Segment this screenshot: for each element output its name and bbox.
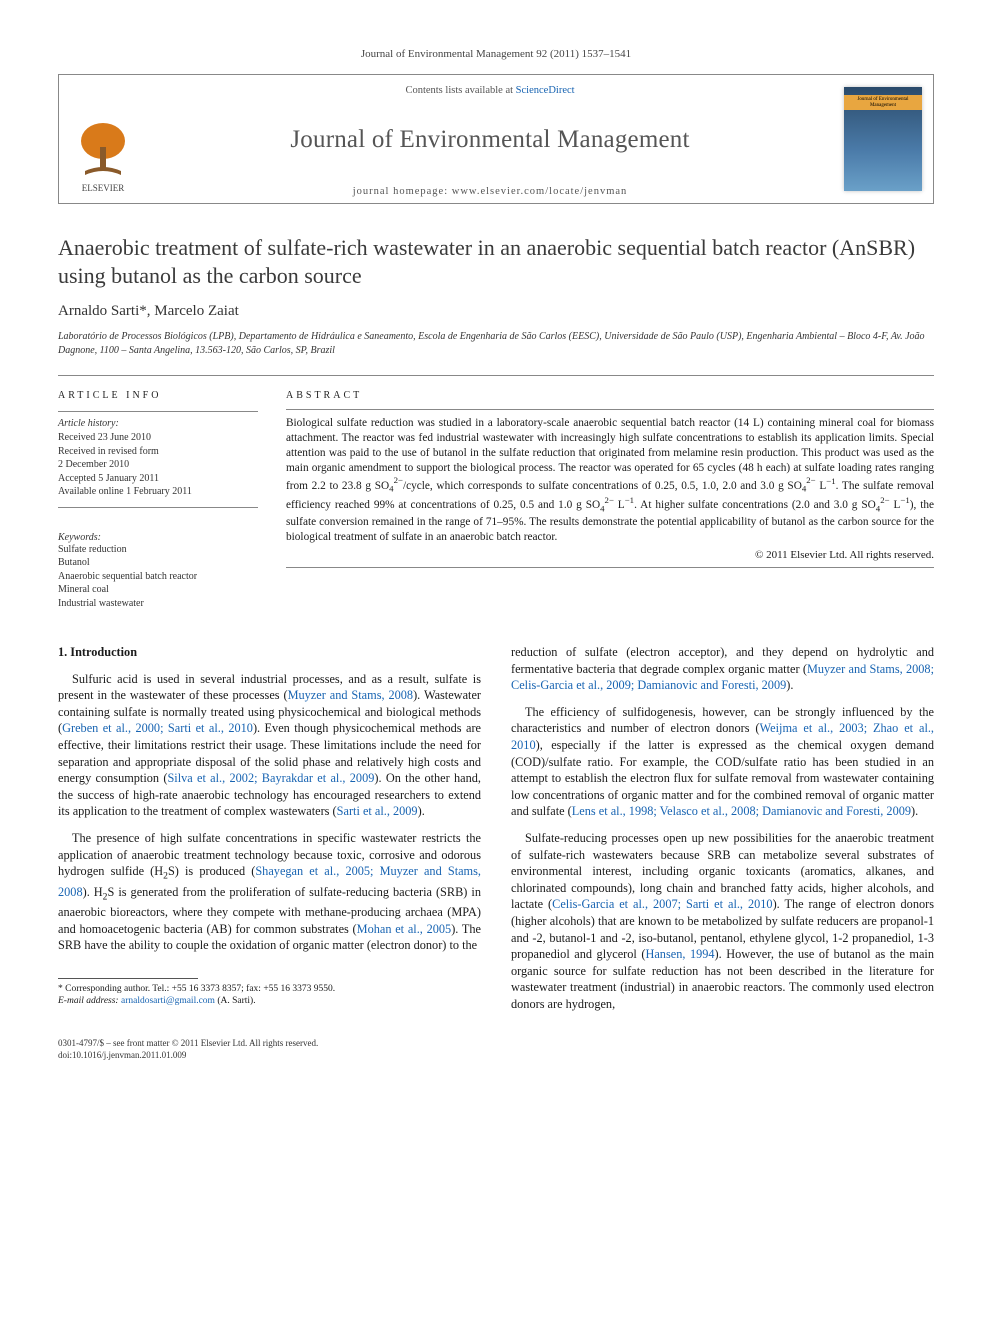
abstract-text-7: L bbox=[890, 499, 901, 511]
journal-name: Journal of Environmental Management bbox=[155, 126, 825, 154]
corresponding-author-footnote: * Corresponding author. Tel.: +55 16 337… bbox=[58, 983, 481, 995]
body-paragraph: reduction of sulfate (electron acceptor)… bbox=[511, 644, 934, 694]
email-footnote: E-mail address: arnaldosarti@gmail.com (… bbox=[58, 995, 481, 1007]
citation-link[interactable]: Celis-Garcia et al., 2007; Sarti et al.,… bbox=[552, 897, 772, 911]
cover-thumb-cell: Journal of Environmental Management bbox=[833, 75, 933, 203]
page-footer: 0301-4797/$ – see front matter © 2011 El… bbox=[58, 1038, 934, 1061]
section-heading: 1. Introduction bbox=[58, 644, 481, 661]
article-title: Anaerobic treatment of sulfate-rich wast… bbox=[58, 234, 934, 289]
body-columns: 1. Introduction Sulfuric acid is used in… bbox=[58, 644, 934, 1022]
abstract-text-6: . At higher sulfate concentrations (2.0 … bbox=[634, 499, 876, 511]
citation-link[interactable]: Hansen, 1994 bbox=[645, 947, 714, 961]
top-rule bbox=[58, 375, 934, 376]
body-text: ). bbox=[418, 804, 425, 818]
header-center: Contents lists available at ScienceDirec… bbox=[147, 75, 833, 203]
keyword-item: Sulfate reduction bbox=[58, 543, 258, 557]
contents-prefix: Contents lists available at bbox=[405, 85, 515, 96]
cover-band-label: Journal of Environmental Management bbox=[844, 95, 922, 110]
email-suffix: (A. Sarti). bbox=[215, 996, 256, 1006]
citation-link[interactable]: Sarti et al., 2009 bbox=[337, 804, 418, 818]
contents-available-line: Contents lists available at ScienceDirec… bbox=[155, 85, 825, 96]
left-column: 1. Introduction Sulfuric acid is used in… bbox=[58, 644, 481, 1022]
ai-rule-2 bbox=[58, 507, 258, 508]
history-online: Available online 1 February 2011 bbox=[58, 485, 258, 499]
journal-home-prefix: journal homepage: bbox=[353, 186, 452, 197]
article-info-heading: ARTICLE INFO bbox=[58, 390, 258, 401]
publisher-logo-cell: ELSEVIER bbox=[59, 75, 147, 203]
abstract-text-3: L bbox=[816, 479, 827, 491]
so4-unit: 42− bbox=[802, 479, 816, 491]
body-text: ). H bbox=[83, 885, 103, 899]
article-info-block: ARTICLE INFO Article history: Received 2… bbox=[58, 390, 258, 610]
footer-line-1: 0301-4797/$ – see front matter © 2011 El… bbox=[58, 1038, 934, 1050]
email-label: E-mail address: bbox=[58, 996, 121, 1006]
history-received: Received 23 June 2010 bbox=[58, 431, 258, 445]
journal-page: Journal of Environmental Management 92 (… bbox=[0, 0, 992, 1102]
keyword-item: Butanol bbox=[58, 556, 258, 570]
authors-text: Arnaldo Sarti*, Marcelo Zaiat bbox=[58, 303, 239, 319]
body-paragraph: Sulfate-reducing processes open up new p… bbox=[511, 830, 934, 1013]
ab-bottom-rule bbox=[286, 567, 934, 568]
sciencedirect-link[interactable]: ScienceDirect bbox=[516, 85, 575, 96]
citation-link[interactable]: Silva et al., 2002; Bayrakdar et al., 20… bbox=[167, 771, 374, 785]
journal-cover-thumbnail-icon: Journal of Environmental Management bbox=[844, 87, 922, 191]
abstract-block: ABSTRACT Biological sulfate reduction wa… bbox=[286, 390, 934, 610]
body-paragraph: Sulfuric acid is used in several industr… bbox=[58, 671, 481, 820]
journal-homepage-line: journal homepage: www.elsevier.com/locat… bbox=[155, 186, 825, 197]
keyword-item: Industrial wastewater bbox=[58, 597, 258, 611]
citation-link[interactable]: Muyzer and Stams, 2008 bbox=[288, 688, 414, 702]
keyword-item: Anaerobic sequential batch reactor bbox=[58, 570, 258, 584]
author-email-link[interactable]: arnaldosarti@gmail.com bbox=[121, 996, 215, 1006]
article-history-heading: Article history: bbox=[58, 418, 258, 429]
keyword-item: Mineral coal bbox=[58, 583, 258, 597]
body-text: ). bbox=[911, 804, 918, 818]
body-paragraph: The efficiency of sulfidogenesis, howeve… bbox=[511, 704, 934, 820]
citation-link[interactable]: Mohan et al., 2005 bbox=[357, 922, 452, 936]
body-text: ). bbox=[786, 678, 793, 692]
svg-text:ELSEVIER: ELSEVIER bbox=[82, 183, 125, 193]
footnotes: * Corresponding author. Tel.: +55 16 337… bbox=[58, 983, 481, 1008]
so4-unit: 42− bbox=[876, 499, 890, 511]
abstract-copyright: © 2011 Elsevier Ltd. All rights reserved… bbox=[286, 549, 934, 561]
affiliation: Laboratório de Processos Biológicos (LPB… bbox=[58, 330, 934, 357]
keywords-heading: Keywords: bbox=[58, 532, 258, 543]
footer-line-2: doi:10.1016/j.jenvman.2011.01.009 bbox=[58, 1050, 934, 1062]
history-revised-l2: 2 December 2010 bbox=[58, 458, 258, 472]
exp-neg1: −1 bbox=[826, 476, 835, 486]
authors-line: Arnaldo Sarti*, Marcelo Zaiat bbox=[58, 303, 934, 320]
body-text: S) is produced ( bbox=[168, 864, 255, 878]
article-meta-row: ARTICLE INFO Article history: Received 2… bbox=[58, 390, 934, 610]
so4-unit: 42− bbox=[600, 499, 614, 511]
journal-home-url[interactable]: www.elsevier.com/locate/jenvman bbox=[452, 186, 628, 197]
exp-neg1: −1 bbox=[625, 495, 634, 505]
so4-unit: 42− bbox=[389, 479, 403, 491]
elsevier-tree-logo-icon: ELSEVIER bbox=[71, 117, 135, 195]
citation-link[interactable]: Lens et al., 1998; Velasco et al., 2008;… bbox=[572, 804, 911, 818]
abstract-text-5: L bbox=[614, 499, 625, 511]
journal-reference: Journal of Environmental Management 92 (… bbox=[58, 48, 934, 60]
journal-header-box: ELSEVIER Contents lists available at Sci… bbox=[58, 74, 934, 204]
abstract-body: Biological sulfate reduction was studied… bbox=[286, 416, 934, 545]
body-paragraph: The presence of high sulfate concentrati… bbox=[58, 830, 481, 954]
ab-rule bbox=[286, 409, 934, 410]
history-revised-l1: Received in revised form bbox=[58, 445, 258, 459]
exp-neg1: −1 bbox=[900, 495, 909, 505]
history-accepted: Accepted 5 January 2011 bbox=[58, 472, 258, 486]
ai-rule-1 bbox=[58, 411, 258, 412]
citation-link[interactable]: Greben et al., 2000; Sarti et al., 2010 bbox=[62, 721, 253, 735]
abstract-heading: ABSTRACT bbox=[286, 390, 934, 401]
right-column: reduction of sulfate (electron acceptor)… bbox=[511, 644, 934, 1022]
footnote-rule bbox=[58, 978, 198, 979]
abstract-text-2: /cycle, which corresponds to sulfate con… bbox=[403, 479, 802, 491]
